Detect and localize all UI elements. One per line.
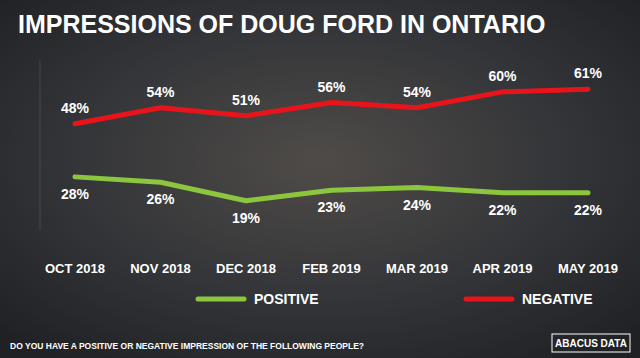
lines-group [75,89,588,201]
data-label: 48% [61,100,90,116]
source-box [552,334,630,352]
chart-svg: IMPRESSIONS OF DOUG FORD IN ONTARIO 28% 26… [0,0,640,358]
data-label: 60% [488,68,517,84]
data-label: 56% [317,79,346,95]
background-shade [0,0,640,358]
data-label: 23% [317,199,346,215]
legend-swatch [466,297,512,302]
data-label: 51% [232,92,261,108]
x-tick-label: OCT 2018 [45,261,105,276]
data-label: 19% [232,210,261,226]
y-axis-line [40,60,41,230]
title: IMPRESSIONS OF DOUG FORD IN ONTARIO [18,10,545,38]
x-tick-label: MAY 2019 [558,261,618,276]
x-tick-label: NOV 2018 [130,261,191,276]
legend-swatch [198,297,244,302]
data-label: 54% [146,84,175,100]
x-tick-label: DEC 2018 [216,261,276,276]
legend: POSITIVE NEGATIVE [198,291,593,307]
chart-root: IMPRESSIONS OF DOUG FORD IN ONTARIO 28% 26… [0,0,640,358]
data-label: 28% [61,186,90,202]
data-label: 26% [146,191,175,207]
data-label: 22% [488,202,517,218]
x-tick-label: APR 2019 [473,261,533,276]
data-label: 54% [403,84,432,100]
source: ABACUS DATA [555,338,627,349]
x-tick-label: MAR 2019 [386,261,448,276]
data-label: 61% [574,65,603,81]
data-label: 24% [403,197,432,213]
legend-label: POSITIVE [254,291,319,307]
caption: DO YOU HAVE A POSITIVE OR NEGATIVE IMPRE… [10,341,364,351]
x-tick-label: FEB 2019 [302,261,361,276]
legend-label: NEGATIVE [522,291,593,307]
background [0,0,640,358]
data-label: 22% [574,202,603,218]
